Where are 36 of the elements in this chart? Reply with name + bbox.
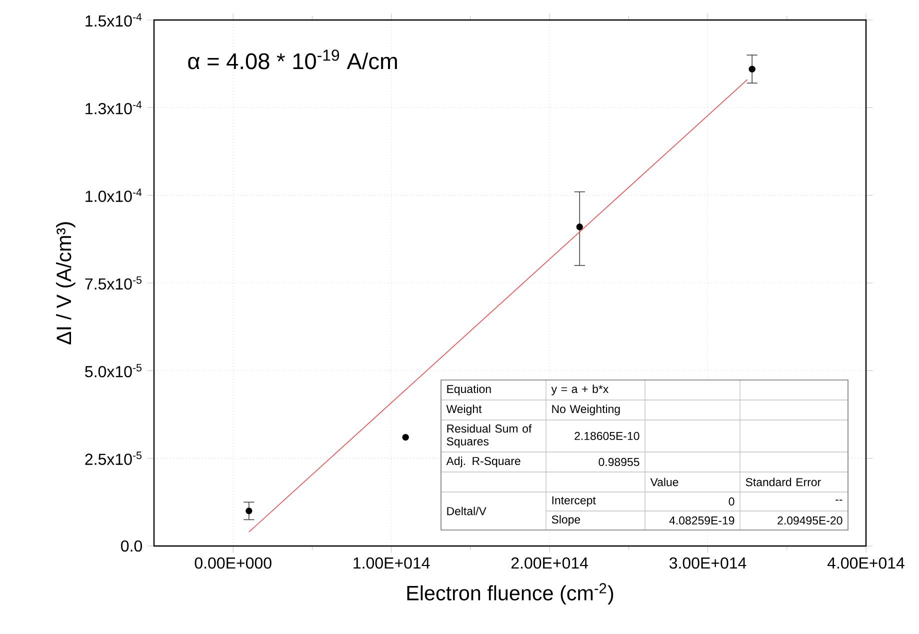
point — [576, 224, 583, 230]
annotation: 0 — [728, 497, 734, 506]
annotation: No Weighting — [552, 404, 620, 416]
point — [246, 508, 252, 514]
x-tick-label: 0.00E+000 — [194, 557, 272, 569]
annotation: α = 4.08 * 10$^{-19}$ A/cm — [188, 50, 397, 70]
annotation: 2.09495E-20 — [778, 516, 842, 525]
y-tick-label: 1.5x10$^{-4}$ — [86, 13, 142, 27]
annotation: Slope — [552, 515, 580, 526]
y-tick-label: 1.3x10$^{-4}$ — [86, 101, 142, 114]
y-tick-label: 2.5x10$^{-5}$ — [85, 452, 142, 465]
annotation: Equation — [447, 384, 491, 396]
y-tick-label: 7.5x10$^{-5}$ — [85, 276, 142, 290]
point — [748, 66, 756, 72]
point — [402, 434, 409, 441]
x-tick-label: 4.00E+014 — [827, 557, 904, 569]
y-axis-title: ΔI / V (A/cm³) — [56, 222, 76, 344]
annotation: Deltal/V — [447, 506, 486, 516]
annotation: Residual Sum of Squares — [446, 424, 532, 448]
annotation: Standard Error — [746, 478, 821, 486]
annotation: Weight — [446, 404, 482, 416]
annotation: Intercept — [552, 496, 596, 507]
x-tick-label: 2.00E+014 — [511, 557, 588, 569]
annotation: 0.98955 — [598, 458, 640, 466]
annotation: 2.18605E-10 — [574, 432, 640, 440]
annotation: y = a + b*x — [551, 384, 608, 396]
y-tick-label: 0.0 — [121, 540, 142, 552]
annotation: Adj. R-Square — [446, 456, 520, 468]
annotation: Value — [650, 478, 678, 486]
annotation: -- — [836, 500, 842, 501]
annotation: 4.08259E-19 — [669, 516, 734, 525]
y-tick-label: 1.0x10$^{-4}$ — [86, 188, 142, 202]
x-axis-title: Electron fluence (cm$^{-2}$) — [407, 583, 614, 605]
y-tick-label: 5.0x10$^{-5}$ — [85, 364, 142, 378]
x-tick-label: 3.00E+014 — [669, 557, 746, 569]
x-tick-label: 1.00E+014 — [354, 557, 430, 569]
